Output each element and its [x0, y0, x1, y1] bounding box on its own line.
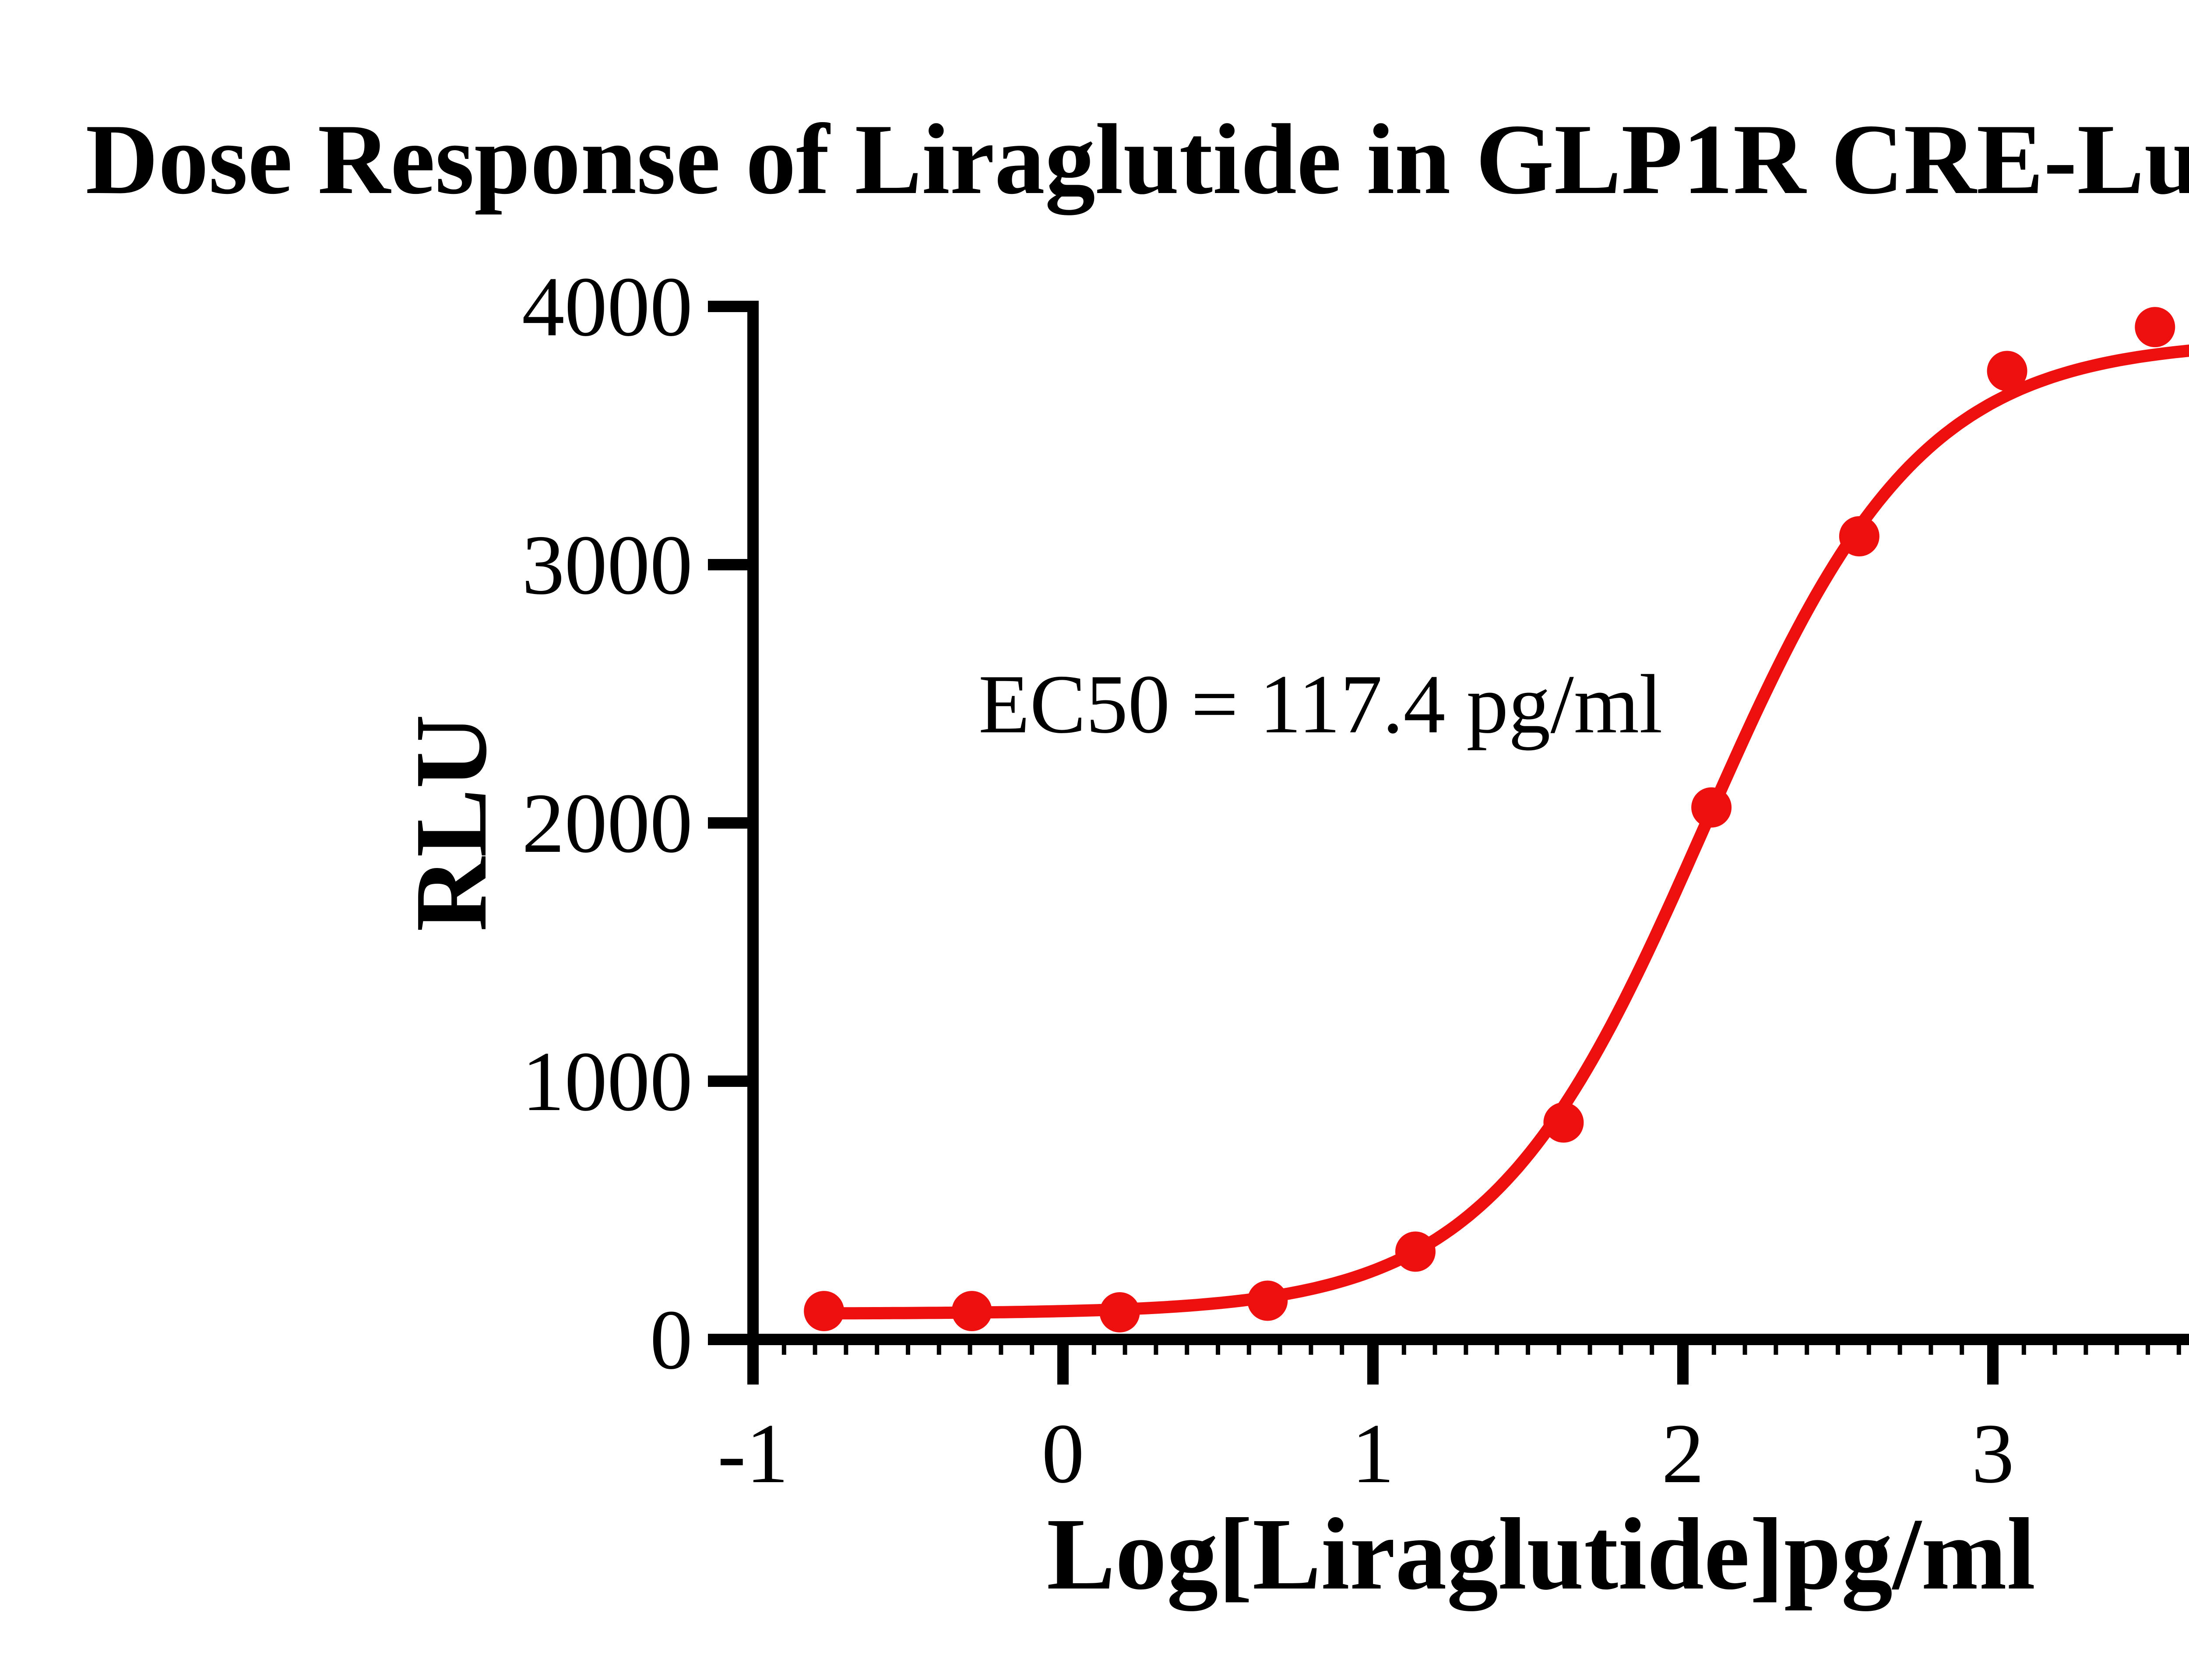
- data-point: [1099, 1292, 1140, 1333]
- data-point: [1839, 516, 1879, 557]
- x-minor-tick: [1897, 1345, 1902, 1355]
- axes: [708, 301, 2189, 1345]
- x-tick-label: 2: [1661, 1406, 1704, 1501]
- x-minor-tick: [2146, 1345, 2150, 1355]
- x-minor-tick: [813, 1345, 817, 1355]
- x-tick-label: -1: [718, 1406, 788, 1501]
- y-axis-title: RLU: [394, 714, 508, 932]
- y-tick: [708, 301, 747, 312]
- x-minor-tick: [1650, 1345, 1654, 1355]
- x-axis-title: Log[Liraglutide]pg/ml: [1046, 1497, 2036, 1611]
- x-minor-tick: [2083, 1345, 2088, 1355]
- y-tick-label: 3000: [522, 518, 693, 612]
- ec50-annotation: EC50 = 117.4 pg/ml: [978, 657, 1663, 751]
- y-tick: [708, 559, 747, 570]
- x-minor-tick: [1836, 1345, 1840, 1355]
- x-minor-tick: [2176, 1345, 2181, 1355]
- data-points: [804, 307, 2175, 1333]
- x-minor-tick: [1556, 1345, 1561, 1355]
- x-minor-tick: [1278, 1345, 1282, 1355]
- x-minor-tick: [1432, 1345, 1437, 1355]
- x-tick-label: 3: [1971, 1406, 2014, 1501]
- data-point: [951, 1291, 992, 1332]
- y-axis-spine: [747, 301, 759, 1345]
- x-tick: [1057, 1345, 1069, 1385]
- y-tick: [708, 1334, 747, 1345]
- x-minor-tick: [1216, 1345, 1220, 1355]
- x-minor-tick: [1495, 1345, 1499, 1355]
- x-minor-tick: [1030, 1345, 1035, 1355]
- x-minor-tick: [1464, 1345, 1468, 1355]
- fit-curve: [818, 344, 2189, 1320]
- x-minor-tick: [1246, 1345, 1251, 1355]
- x-minor-tick: [1866, 1345, 1871, 1355]
- x-tick-label: 1: [1351, 1406, 1394, 1501]
- data-point: [1395, 1231, 1436, 1272]
- page-title: Dose Response of Liraglutide in GLP1R CR…: [85, 103, 2189, 215]
- x-minor-tick: [1774, 1345, 1778, 1355]
- x-minor-tick: [1309, 1345, 1313, 1355]
- x-minor-tick: [1123, 1345, 1127, 1355]
- x-minor-tick: [1587, 1345, 1592, 1355]
- x-minor-tick: [999, 1345, 1003, 1355]
- x-minor-tick: [906, 1345, 910, 1355]
- x-tick: [747, 1345, 759, 1385]
- x-axis-spine: [708, 1334, 2189, 1345]
- y-tick-label: 1000: [522, 1034, 693, 1129]
- data-point: [1987, 351, 2027, 391]
- x-minor-tick: [781, 1345, 786, 1355]
- x-minor-tick: [1960, 1345, 1964, 1355]
- x-minor-tick: [1929, 1345, 1933, 1355]
- x-minor-tick: [875, 1345, 880, 1355]
- x-minor-tick: [1154, 1345, 1158, 1355]
- x-minor-tick: [1091, 1345, 1096, 1355]
- x-minor-tick: [844, 1345, 848, 1355]
- y-tick: [708, 1075, 747, 1087]
- data-point: [1691, 787, 1732, 828]
- x-minor-tick: [1526, 1345, 1530, 1355]
- y-tick-label: 0: [650, 1293, 693, 1387]
- x-minor-tick: [1805, 1345, 1809, 1355]
- x-minor-tick: [2115, 1345, 2119, 1355]
- data-point: [804, 1291, 845, 1332]
- y-tick-label: 2000: [522, 776, 693, 871]
- y-tick-label: 4000: [522, 260, 693, 354]
- x-minor-tick: [2021, 1345, 2026, 1355]
- x-minor-tick: [1742, 1345, 1747, 1355]
- data-point: [2135, 307, 2175, 348]
- x-minor-tick: [1711, 1345, 1716, 1355]
- x-minor-ticks: [781, 1345, 2181, 1355]
- y-tick: [708, 817, 747, 829]
- x-minor-tick: [1340, 1345, 1344, 1355]
- x-tick: [1987, 1345, 1999, 1385]
- x-minor-tick: [968, 1345, 972, 1355]
- x-tick: [1677, 1345, 1689, 1385]
- x-minor-tick: [1185, 1345, 1190, 1355]
- x-ticks: -101234: [718, 1345, 2014, 1501]
- x-tick: [1367, 1345, 1379, 1385]
- x-tick-label: 0: [1042, 1406, 1084, 1501]
- x-minor-tick: [936, 1345, 941, 1355]
- data-point: [1543, 1102, 1584, 1143]
- x-minor-tick: [1401, 1345, 1406, 1355]
- x-minor-tick: [1619, 1345, 1623, 1355]
- data-point: [1247, 1280, 1288, 1321]
- y-ticks: 0 1000 2000 3000 4000: [522, 260, 747, 1387]
- x-minor-tick: [2052, 1345, 2057, 1355]
